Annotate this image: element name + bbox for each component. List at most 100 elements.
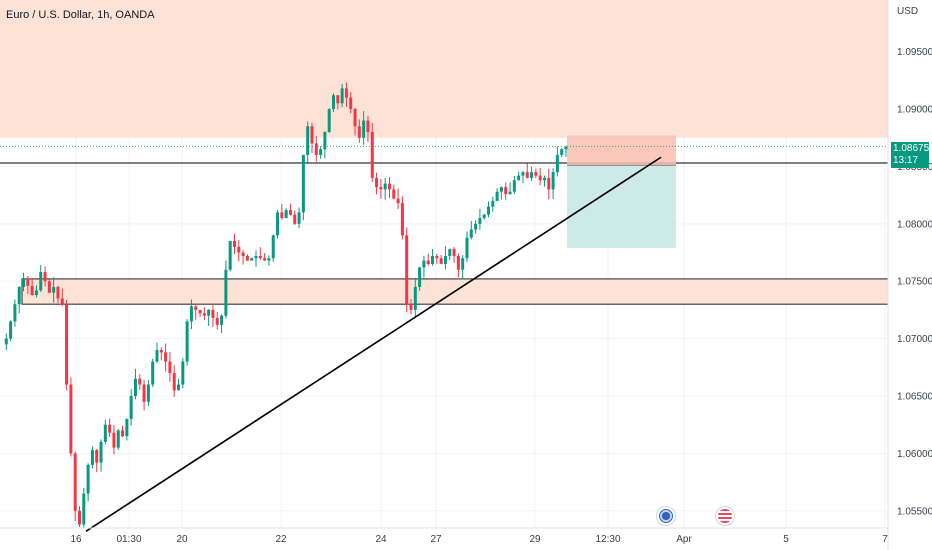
candle-body xyxy=(151,361,155,385)
candle-body xyxy=(288,210,292,215)
candle-body xyxy=(370,132,374,178)
candle-body xyxy=(357,126,361,138)
candle-body xyxy=(560,149,564,155)
supply-zone xyxy=(0,0,888,138)
candle-body xyxy=(125,418,129,437)
candle-body xyxy=(379,187,383,190)
candle-body xyxy=(435,255,439,259)
candle-body xyxy=(332,95,336,110)
candle-body xyxy=(52,286,56,293)
candle-body xyxy=(422,260,426,268)
candle-body xyxy=(17,286,21,305)
candle-body xyxy=(461,258,465,270)
y-tick-label: 1.09500 xyxy=(897,47,932,58)
candle-body xyxy=(86,464,90,494)
candle-body xyxy=(26,278,30,286)
candle-body xyxy=(525,172,529,178)
candle-body xyxy=(258,255,262,259)
candle-body xyxy=(301,154,305,213)
candle-body xyxy=(551,172,555,190)
candle-body xyxy=(60,298,64,305)
stop-loss-zone xyxy=(567,135,676,166)
y-tick-label: 1.06000 xyxy=(897,449,932,460)
candle-body xyxy=(383,183,387,190)
candle-body xyxy=(138,378,142,385)
candle-body xyxy=(426,260,430,264)
candle-body xyxy=(469,229,473,238)
candle-body xyxy=(534,172,538,176)
candle-body xyxy=(34,290,38,295)
candle-body xyxy=(263,258,267,261)
candle-body xyxy=(297,212,301,224)
candle-body xyxy=(517,175,521,181)
candle-body xyxy=(65,304,69,385)
candle-body xyxy=(90,449,94,465)
time-axis[interactable]: 16 01:30 20 22 24 27 29 12:30 Apr 5 7 xyxy=(0,527,888,545)
y-tick-label: 1.05500 xyxy=(897,506,932,517)
candle-body xyxy=(121,430,125,437)
candle-body xyxy=(207,309,211,316)
x-tick-label: 12:30 xyxy=(595,534,620,545)
candle-body xyxy=(237,246,241,253)
candle-body xyxy=(443,255,447,264)
candle-body xyxy=(254,255,258,259)
candle-body xyxy=(146,384,150,402)
candle-body xyxy=(340,88,344,104)
candle-body xyxy=(314,143,318,155)
candle-body xyxy=(164,352,168,362)
x-tick-label: 7 xyxy=(882,534,888,545)
candle-body xyxy=(327,109,331,132)
x-tick-label: 24 xyxy=(375,534,387,545)
x-tick-label: 20 xyxy=(176,534,188,545)
candle-body xyxy=(142,384,146,402)
candle-body xyxy=(95,449,99,463)
x-tick-label: 27 xyxy=(430,534,442,545)
candle-body xyxy=(439,258,443,264)
take-profit-zone xyxy=(567,165,676,248)
candle-body xyxy=(336,95,340,104)
candle-body xyxy=(271,235,275,259)
candle-body xyxy=(129,396,133,419)
symbol-title[interactable]: Euro / U.S. Dollar, 1h, OANDA xyxy=(6,9,155,21)
bar-countdown: 13:17 xyxy=(893,155,919,166)
candle-body xyxy=(198,309,202,314)
candle-body xyxy=(512,180,516,192)
candle-body xyxy=(77,510,81,525)
candle-body xyxy=(409,304,413,310)
candle-body xyxy=(224,269,228,316)
candle-body xyxy=(366,120,370,132)
candle-body xyxy=(547,177,551,190)
candle-body xyxy=(362,120,366,138)
candle-body xyxy=(43,272,47,282)
us-flag-icon[interactable] xyxy=(716,507,734,525)
eu-flag-icon[interactable] xyxy=(657,507,675,525)
candle-body xyxy=(555,154,559,173)
candles xyxy=(4,82,568,528)
candle-body xyxy=(202,313,206,316)
chart-overlays xyxy=(0,145,888,532)
x-tick-label: 16 xyxy=(70,534,82,545)
x-tick-label: 22 xyxy=(275,534,287,545)
x-tick-label: 5 xyxy=(783,534,789,545)
candle-body xyxy=(538,175,542,181)
candle-body xyxy=(431,255,435,264)
candle-body xyxy=(508,191,512,194)
candle-body xyxy=(353,109,357,127)
candle-body xyxy=(172,373,176,391)
currency-label[interactable]: USD xyxy=(897,6,919,17)
price-axis[interactable]: 1.095001.090001.085001.080001.075001.070… xyxy=(887,0,932,550)
candle-body xyxy=(185,321,189,362)
candle-body xyxy=(56,286,60,299)
candle-body xyxy=(474,223,478,230)
candle-body xyxy=(495,191,499,201)
candle-body xyxy=(82,493,86,525)
candle-body xyxy=(116,430,120,448)
candle-body xyxy=(276,212,280,236)
candle-body xyxy=(392,189,396,199)
candle-body xyxy=(418,267,422,287)
candle-body xyxy=(344,88,348,98)
candle-body xyxy=(487,206,491,215)
y-tick-label: 1.06500 xyxy=(897,392,932,403)
candle-body xyxy=(30,285,34,295)
